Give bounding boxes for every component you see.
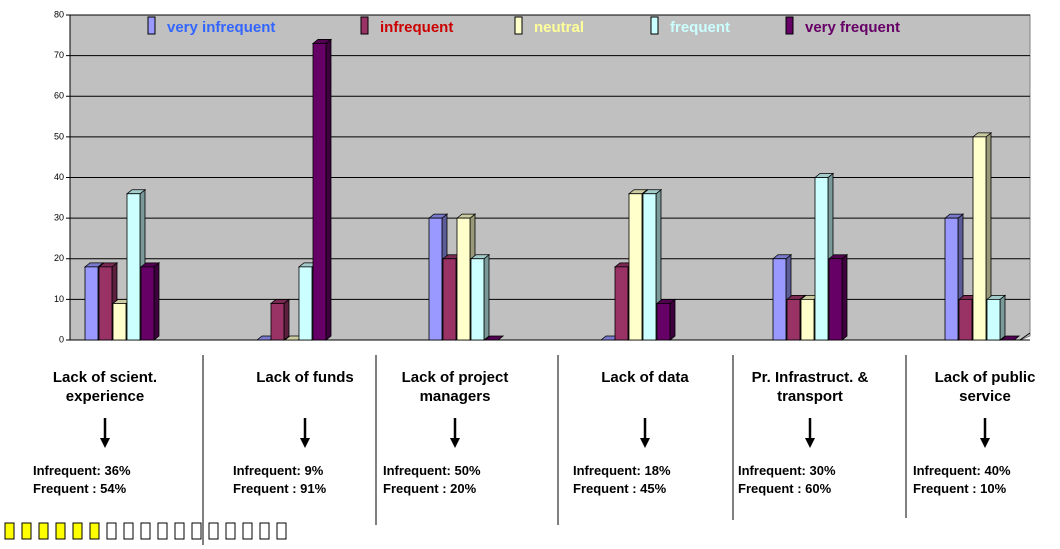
bar-side <box>999 294 1006 341</box>
y-tick-label: 0 <box>59 334 64 344</box>
floor-edge <box>1019 332 1031 341</box>
legend-label: neutral <box>534 19 584 36</box>
bar <box>456 217 471 341</box>
legend-swatch <box>514 16 523 35</box>
legend-label: infrequent <box>380 19 453 36</box>
bar-side <box>841 253 848 341</box>
legend-swatch <box>147 16 156 35</box>
bar <box>642 193 657 341</box>
annotation: Frequent : 54% <box>33 481 127 496</box>
category-label: Lack of public service <box>934 369 1036 405</box>
y-tick-label: 10 <box>54 294 64 304</box>
bar-side <box>325 38 332 341</box>
bar <box>828 258 843 341</box>
bar <box>98 266 113 341</box>
arrow-head <box>805 438 815 448</box>
bar <box>442 258 457 341</box>
category-label: Lack of scient. experience <box>52 369 158 405</box>
annotation: Infrequent: 9% <box>233 463 324 478</box>
arrow-head <box>980 438 990 448</box>
bar <box>270 303 285 341</box>
bar <box>786 298 801 341</box>
legend-label: very infrequent <box>167 19 275 36</box>
legend-swatch <box>360 16 369 35</box>
annotation: Frequent : 20% <box>383 481 477 496</box>
annotation: Frequent : 45% <box>573 481 667 496</box>
grid <box>66 14 1030 341</box>
category-label: Lack of funds <box>256 369 354 386</box>
bar <box>428 217 443 341</box>
y-tick-label: 60 <box>54 91 64 101</box>
annotation: Infrequent: 30% <box>738 463 836 478</box>
arrow-head <box>100 438 110 448</box>
bar <box>972 136 987 341</box>
legend-swatch <box>785 16 794 35</box>
arrow-head <box>300 438 310 448</box>
glyph-boxes <box>4 522 287 540</box>
bar-side <box>483 253 490 341</box>
y-tick-label: 30 <box>54 213 64 223</box>
bar <box>986 298 1001 341</box>
arrow-head <box>450 438 460 448</box>
bar <box>470 258 485 341</box>
annotation: Frequent : 10% <box>913 481 1007 496</box>
bar <box>614 266 629 341</box>
bar <box>800 298 815 341</box>
legend-swatch <box>650 16 659 35</box>
annotation: Infrequent: 18% <box>573 463 671 478</box>
annotation: Infrequent: 36% <box>33 463 131 478</box>
bar <box>298 266 313 341</box>
bar <box>944 217 959 341</box>
bar-side <box>669 298 676 341</box>
bar-top <box>483 335 505 341</box>
legend-label: frequent <box>670 19 730 36</box>
bar <box>772 258 787 341</box>
annotation: Frequent : 91% <box>233 481 327 496</box>
bar <box>814 177 829 341</box>
y-tick-label: 80 <box>54 9 64 19</box>
y-tick-label: 70 <box>54 50 64 60</box>
bar <box>958 298 973 341</box>
bar-side <box>283 298 290 341</box>
annotation: Infrequent: 50% <box>383 463 481 478</box>
bar <box>312 43 327 341</box>
bar <box>140 266 155 341</box>
y-tick-label: 50 <box>54 131 64 141</box>
category-label: Pr. Infrastruct. & transport <box>751 369 869 405</box>
arrow-head <box>640 438 650 448</box>
legend-label: very frequent <box>805 19 900 36</box>
y-tick-label: 40 <box>54 172 64 182</box>
bar <box>656 303 671 341</box>
bar <box>112 303 127 341</box>
annotation: Infrequent: 40% <box>913 463 1011 478</box>
bar <box>84 266 99 341</box>
annotation: Frequent : 60% <box>738 481 832 496</box>
bar-side <box>153 262 160 341</box>
category-label: Lack of data <box>601 369 689 386</box>
y-tick-label: 20 <box>54 253 64 263</box>
category-label: Lack of project managers <box>401 369 509 405</box>
bar <box>126 193 141 341</box>
bar <box>628 193 643 341</box>
bar-top <box>999 335 1021 341</box>
